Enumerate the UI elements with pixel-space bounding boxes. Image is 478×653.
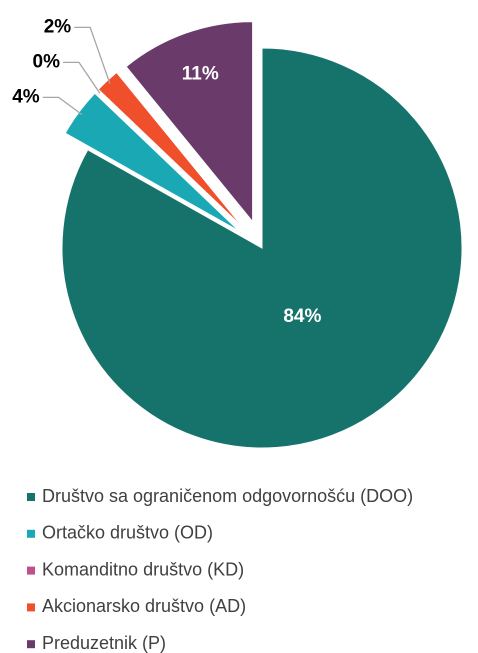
slice-label: 0% [33,51,61,72]
pie-slice [125,21,254,224]
leader-line [74,26,111,84]
leader-line [42,96,83,116]
legend-marker [27,566,35,575]
legend-marker [27,603,35,612]
legend-text: Komanditno društvo (KD) [42,559,244,579]
legend-marker [27,529,35,538]
legend-text: Društvo sa ograničenom odgovornošću (DOO… [42,486,413,506]
slice-label: 11% [182,64,219,85]
legend-text: Ortačko društvo (OD) [42,523,213,543]
pie-slice [61,47,463,449]
slice-label: 4% [12,86,40,107]
leader-line [62,61,101,94]
slice-label: 84% [283,306,321,327]
legend-text: Preduzetnik (P) [42,633,166,653]
pie-slice [97,71,244,228]
legend-marker [27,493,35,501]
legend-marker [27,640,35,649]
legend-text: Akcionarsko društvo (AD) [42,596,246,616]
slice-label: 2% [44,16,72,37]
